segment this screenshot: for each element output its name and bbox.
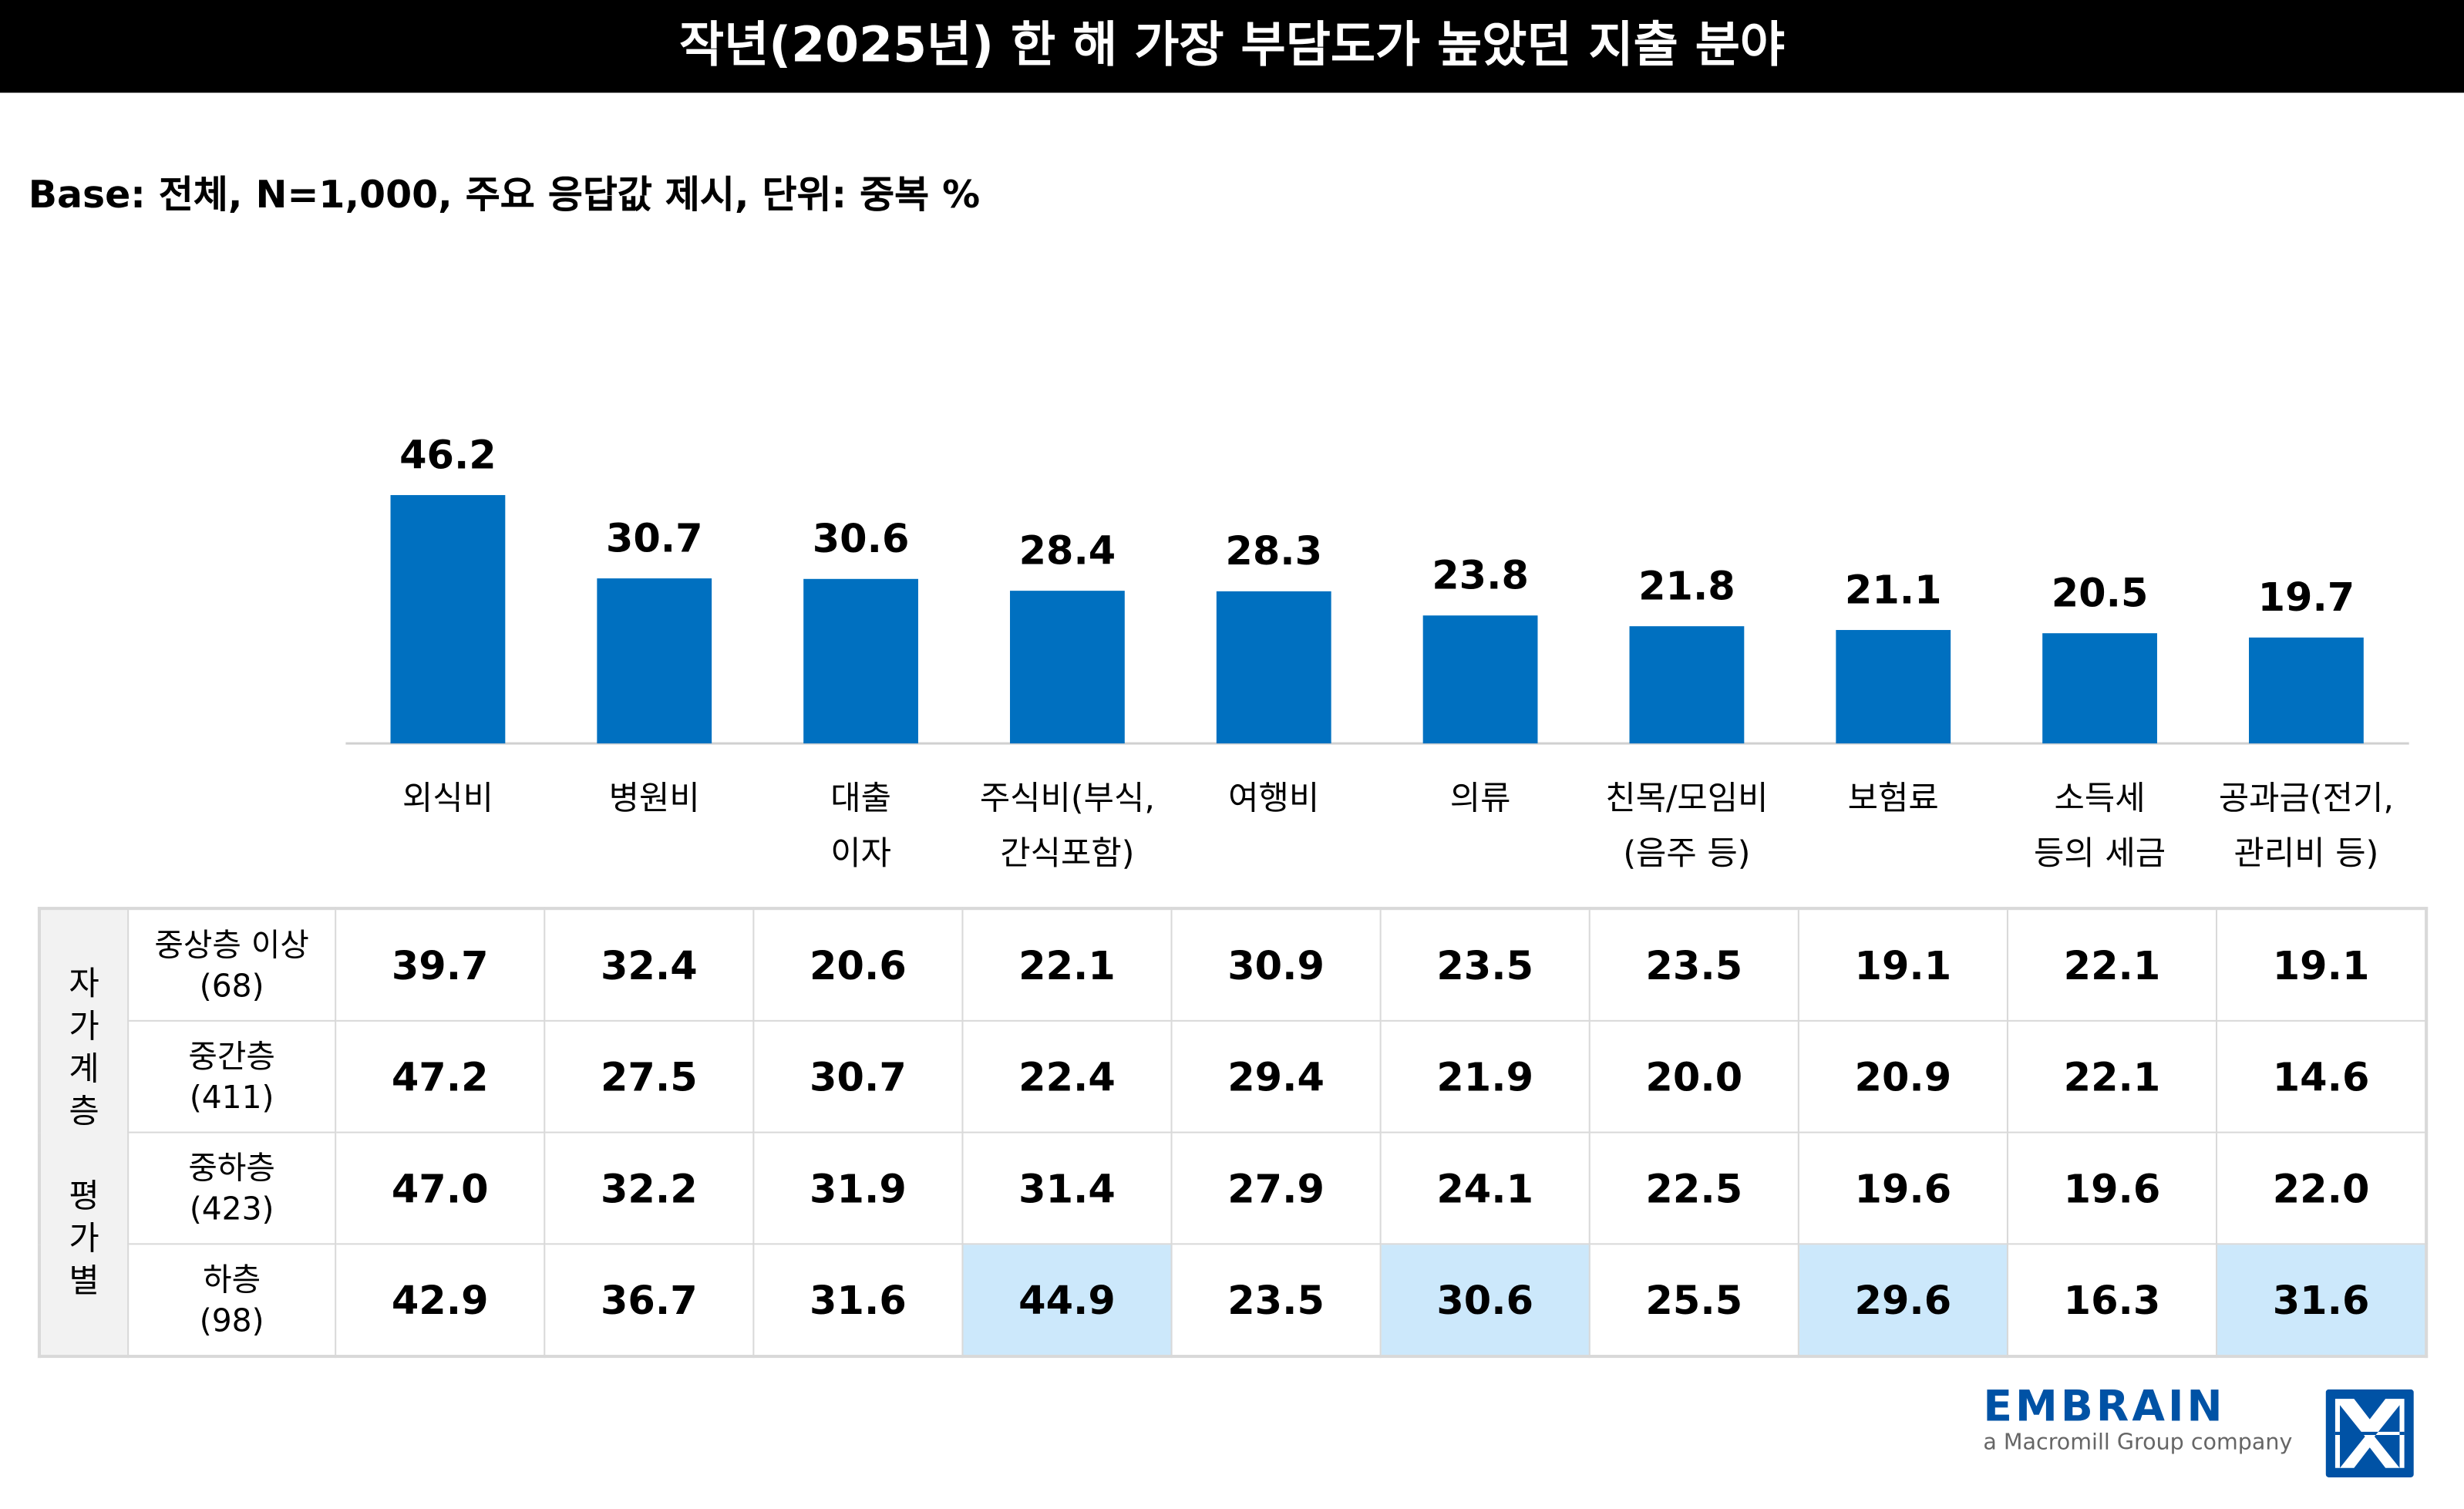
table-cell: 22.0 <box>2216 1131 2428 1245</box>
category-label: 소득세 <box>2055 780 2146 818</box>
logo-tagline: a Macromill Group company <box>1983 1430 2293 1456</box>
category-label: 관리비 등) <box>2234 834 2379 873</box>
category-label: 여행비 <box>1228 780 1319 818</box>
table-cell: 31.4 <box>961 1131 1173 1245</box>
table-cell: 36.7 <box>544 1243 755 1358</box>
table-cell: 24.1 <box>1379 1131 1590 1245</box>
table-cell: 22.1 <box>961 908 1173 1022</box>
table-cell: 47.2 <box>335 1019 546 1133</box>
table-cell: 19.6 <box>1797 1131 2008 1245</box>
table-cell: 32.2 <box>544 1131 755 1245</box>
table-cell: 25.5 <box>1588 1243 1799 1358</box>
category-label: 친목/모임비 <box>1605 780 1768 818</box>
row-label: 중하층 (423) <box>127 1131 337 1245</box>
data-label: 21.8 <box>1638 564 1735 609</box>
category-label: 이자 <box>830 834 891 873</box>
data-label: 30.6 <box>813 517 910 562</box>
table-cell: 20.6 <box>752 908 964 1022</box>
table-cell: 29.6 <box>1797 1243 2008 1358</box>
table-cell: 20.0 <box>1588 1019 1799 1133</box>
bar <box>597 578 712 744</box>
table-cell: 21.9 <box>1379 1019 1590 1133</box>
table-cell: 27.5 <box>544 1019 755 1133</box>
table-cell: 19.1 <box>1797 908 2008 1022</box>
table-cell: 30.9 <box>1170 908 1382 1022</box>
table-cell: 20.9 <box>1797 1019 2008 1133</box>
bar <box>1216 591 1331 744</box>
data-label: 28.4 <box>1019 528 1116 574</box>
data-label: 19.7 <box>2258 575 2355 621</box>
row-label: 하층 (98) <box>127 1243 337 1358</box>
table-cell: 22.1 <box>2006 1019 2218 1133</box>
table-cell: 23.5 <box>1170 1243 1382 1358</box>
data-label: 20.5 <box>2052 571 2149 617</box>
category-label: 보험료 <box>1848 780 1939 818</box>
table-cell: 39.7 <box>335 908 546 1022</box>
embrain-logo: EMBRAIN a Macromill Group company <box>1983 1386 2292 1456</box>
bar <box>1422 615 1538 744</box>
table-row: 중간층 (411) 47.2 27.5 30.7 22.4 29.4 21.9 20.0 20.9… <box>39 1019 2428 1133</box>
table-cell: 31.9 <box>752 1131 964 1245</box>
table-cell: 31.6 <box>2216 1243 2428 1358</box>
table-cell: 16.3 <box>2006 1243 2218 1358</box>
category-label: (음주 등) <box>1623 834 1750 873</box>
table-cell: 23.5 <box>1379 908 1590 1022</box>
row-label: 중상층 이상 (68) <box>127 908 337 1022</box>
bar <box>1836 630 1951 744</box>
table-cell: 47.0 <box>335 1131 546 1245</box>
data-label: 28.3 <box>1225 529 1322 574</box>
bar <box>2249 637 2364 744</box>
table-cell: 44.9 <box>961 1243 1173 1358</box>
category-label: 병원비 <box>609 780 700 818</box>
table-cell: 22.4 <box>961 1019 1173 1133</box>
category-label: 등의 세금 <box>2034 834 2166 873</box>
table-cell: 31.6 <box>752 1243 964 1358</box>
table-cell: 19.6 <box>2006 1131 2218 1245</box>
embrain-mark-icon <box>2325 1389 2414 1478</box>
page-title: 작년(2025년) 한 해 가장 부담도가 높았던 지출 분야 <box>0 0 2464 93</box>
data-label: 46.2 <box>399 433 497 478</box>
table-row: 하층 (98) 42.9 36.7 31.6 44.9 23.5 30.6 25.5 29.6 16… <box>39 1243 2428 1358</box>
base-note: Base: 전체, N=1,000, 주요 응답값 제시, 단위: 중복 % <box>28 173 981 217</box>
table-cell: 29.4 <box>1170 1019 1382 1133</box>
bar <box>1010 591 1125 744</box>
category-label: 공과금(전기, <box>2219 780 2394 818</box>
category-label: 주식비(부식, <box>980 780 1155 818</box>
table-cell: 22.5 <box>1588 1131 1799 1245</box>
data-label: 23.8 <box>1432 554 1529 599</box>
bar <box>803 578 918 744</box>
bar <box>1629 626 1745 744</box>
table-cell: 19.1 <box>2216 908 2428 1022</box>
category-label: 외식비 <box>402 780 493 818</box>
table-cell: 23.5 <box>1588 908 1799 1022</box>
table-cell: 30.6 <box>1379 1243 1590 1358</box>
bar <box>2042 633 2157 744</box>
bar <box>390 495 506 744</box>
row-label: 중간층 (411) <box>127 1019 337 1133</box>
table-cell: 14.6 <box>2216 1019 2428 1133</box>
table-cell: 22.1 <box>2006 908 2218 1022</box>
table-row: 중하층 (423) 47.0 32.2 31.9 31.4 27.9 24.1 22.5 19.6… <box>39 1131 2428 1245</box>
data-label: 30.7 <box>606 516 703 561</box>
category-label: 간식포함) <box>1000 834 1134 873</box>
category-label: 대출 <box>830 780 891 818</box>
data-label: 21.1 <box>1845 568 1942 613</box>
table-cell: 42.9 <box>335 1243 546 1358</box>
category-label: 의류 <box>1450 780 1511 818</box>
table-cell: 27.9 <box>1170 1131 1382 1245</box>
table-cell: 32.4 <box>544 908 755 1022</box>
logo-brand: EMBRAIN <box>1983 1383 2226 1432</box>
table-cell: 30.7 <box>752 1019 964 1133</box>
